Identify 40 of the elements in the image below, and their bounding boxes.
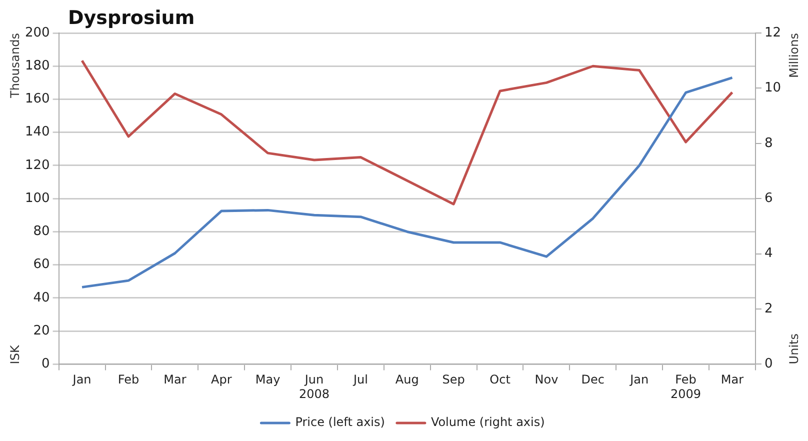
x-tick-label: Jun 2008 <box>298 372 330 401</box>
x-tick-label: Apr <box>210 372 232 387</box>
y2-tick-label: 12 <box>764 25 782 40</box>
y-tick-label: 20 <box>33 323 50 338</box>
y2-tick-label: 2 <box>764 301 773 316</box>
y2-axis-title: Millions <box>787 33 802 78</box>
x-tick-label: Feb <box>118 372 140 387</box>
y-tick-label: 140 <box>24 124 50 140</box>
x-tick-label: Jan <box>72 372 92 387</box>
y-tick-label: 200 <box>24 25 50 40</box>
x-tick-label: Sep <box>442 372 465 387</box>
y2-tick-label: 10 <box>764 80 782 96</box>
x-tick-label: Oct <box>490 372 511 387</box>
x-tick-label: Dec <box>581 372 605 387</box>
x-tick-label: Mar <box>164 372 186 387</box>
y2-tick-label: 8 <box>764 136 773 151</box>
y2-tick-label: 0 <box>764 356 773 372</box>
x-tick-label: Jul <box>352 372 368 387</box>
y-tick-label: 180 <box>24 58 50 74</box>
y2-tick-label: 6 <box>764 190 773 206</box>
y-tick-label: 160 <box>24 92 50 107</box>
x-tick-label: Mar <box>720 372 744 387</box>
y-tick-label: 80 <box>33 224 50 240</box>
x-tick-label: May <box>255 372 280 387</box>
y-tick-label: 40 <box>33 290 50 306</box>
text: ISK <box>8 344 22 364</box>
y-tick-label: 100 <box>24 190 50 206</box>
x-tick-label: Aug <box>395 372 419 387</box>
y2-tick-label: 4 <box>764 246 773 262</box>
x-tick-label: Nov <box>534 372 558 387</box>
text: Units <box>787 334 802 364</box>
legend-label: Price (left axis) <box>295 415 385 430</box>
chart-title: Dysprosium <box>68 7 195 29</box>
x-tick-label: Feb 2009 <box>670 372 702 401</box>
legend-label: Volume (right axis) <box>430 415 545 430</box>
y-tick-label: 0 <box>42 356 50 372</box>
y-axis-title: Thousands <box>8 33 22 99</box>
y-tick-label: 60 <box>33 257 50 272</box>
y-tick-label: 120 <box>24 158 50 173</box>
x-tick-label: Jan <box>629 372 649 387</box>
